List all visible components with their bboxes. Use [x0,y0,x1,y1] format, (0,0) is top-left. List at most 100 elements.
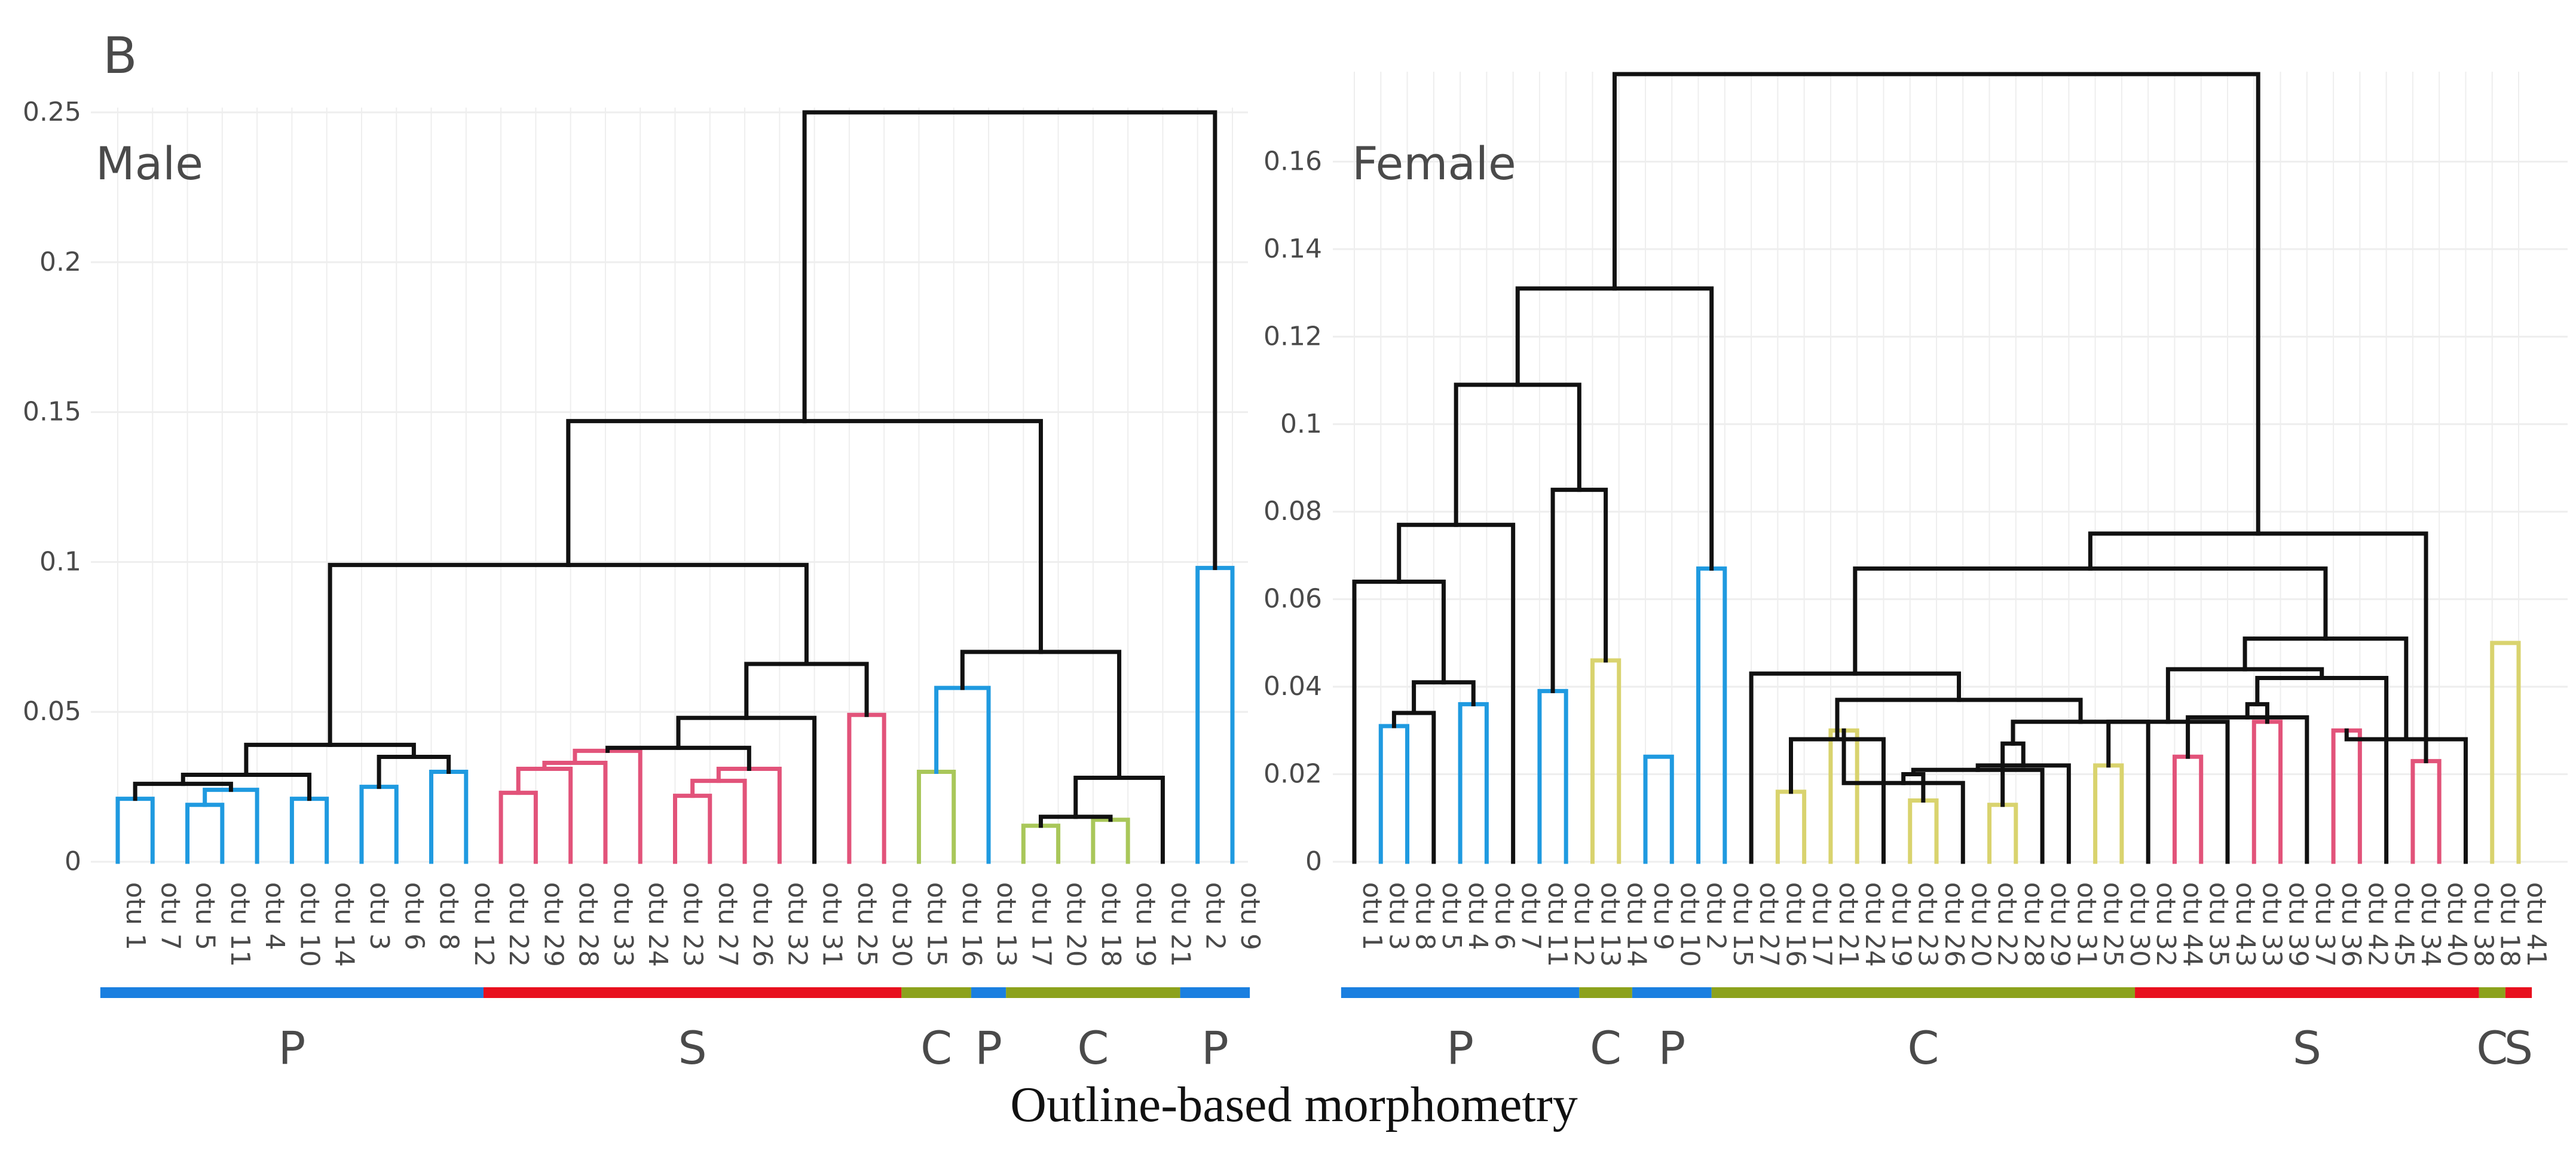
male-leaf-label: otu 5 [190,882,221,950]
male-group-label: C [920,1021,952,1075]
male-dendrogram-link [244,742,416,777]
male-dendrogram-link [115,797,155,864]
female-dendrogram-link [1391,711,1436,864]
female-leaf-label: otu 12 [1568,882,1599,967]
female-group-bar-C [2479,987,2505,998]
female-group-label: C [1590,1021,1622,1075]
female-leaf-label: otu 1 [1357,882,1387,950]
male-leaf-label: otu 11 [225,882,255,967]
female-dendrogram-link [1397,522,1516,864]
female-dendrogram-link [1378,724,1410,864]
male-leaf-label: otu 9 [1235,882,1265,950]
female-group-bar-S [2505,987,2532,998]
female-y-tick-label: 0 [1305,846,1322,877]
female-leaf-label: otu 35 [2204,882,2234,967]
male-group-label: P [1201,1021,1229,1075]
female-leaf-label: otu 21 [1833,882,1864,967]
female-dendrogram-link [2093,763,2124,864]
female-leaf-label: otu 32 [2150,882,2181,967]
female-dendrogram-link [2490,641,2521,864]
female-dendrogram-link [2106,720,2230,864]
female-group-label: P [1446,1021,1474,1075]
female-leaf-label: otu 2 [1701,882,1731,950]
female-leaf-label: otu 30 [2124,882,2155,967]
male-leaf-label: otu 18 [1096,882,1126,967]
female-y-tick-label: 0.06 [1263,584,1322,614]
male-group-bar-C [901,987,971,998]
female-dendrogram-link [1987,803,2018,864]
male-dendrogram-link [847,712,886,864]
female-leaf-label: otu 27 [1754,882,1784,967]
male-group-bar-P [1180,987,1250,998]
female-leaf-label: otu 16 [1780,882,1810,967]
panel-letter: B [103,26,137,85]
male-leaf-label: otu 23 [678,882,708,967]
male-leaf-label: otu 17 [1026,882,1056,967]
female-leaf-label: otu 3 [1383,882,1414,950]
female-leaf-label: otu 37 [2309,882,2340,967]
female-dendrogram-link [1901,772,1926,803]
female-dendrogram-link [1352,579,1446,864]
female-leaf-label: otu 18 [2495,882,2525,967]
male-dendrogram-link [542,760,608,864]
female-group-bar-P [1341,987,1580,998]
male-dendrogram-link [429,770,469,864]
female-dendrogram-link [1775,789,1807,864]
male-y-tick-label: 0.1 [39,546,81,577]
male-leaf-label: otu 33 [608,882,638,967]
female-dendrogram-link [1458,702,1489,864]
male-dendrogram-link [359,785,399,864]
female-y-tick-label: 0.14 [1263,234,1322,264]
female-dendrogram-link [2172,754,2204,864]
male-group-label: P [975,1021,1002,1075]
male-dendrogram-link [289,797,329,864]
male-leaf-label: otu 27 [712,882,743,967]
female-group-label: C [2476,1021,2508,1075]
female-y-tick-label: 0.1 [1280,409,1322,439]
female-leaf-label: otu 14 [1622,882,1652,967]
male-dendrogram-link [180,773,312,801]
female-leaf-label: otu 20 [1965,882,1996,967]
female-dendrogram-link [2251,720,2283,864]
female-dendrogram-link [1515,286,1714,571]
female-leaf-label: otu 7 [1516,882,1546,950]
male-leaf-label: otu 30 [886,882,917,967]
male-leaf-label: otu 22 [503,882,534,967]
female-group-label: P [1658,1021,1685,1075]
female-dendrogram-link [1643,754,1674,864]
female-y-tick-label: 0.08 [1263,496,1322,526]
female-leaf-label: otu 8 [1410,882,1440,950]
male-leaf-label: otu 14 [329,882,360,967]
male-leaf-label: otu 24 [643,882,673,967]
male-leaf-label: otu 20 [1061,882,1091,967]
female-leaf-label: otu 45 [2389,882,2419,967]
female-dendrogram-link [2255,675,2389,864]
female-dendrogram-link [1853,566,2328,676]
female-leaf-label: otu 33 [2256,882,2287,967]
female-leaf-label: otu 44 [2177,882,2207,967]
male-y-tick-label: 0 [65,846,81,877]
female-dendrogram-link [1590,658,1622,864]
female-dendrogram-link [1841,728,1965,864]
male-dendrogram-panel: 00.050.10.150.20.25 otu 1 otu 7 otu 5 otu 1… [23,97,1265,1075]
male-leaf-label: otu 2 [1200,882,1231,950]
female-leaf-label: otu 41 [2521,882,2551,967]
female-y-tick-label: 0.12 [1263,321,1322,351]
male-dendrogram-link [960,650,1122,780]
male-leaf-label: otu 8 [434,882,464,950]
male-group-label: S [678,1021,707,1075]
female-dendrogram-link [1537,688,1568,864]
male-leaf-label: otu 29 [538,882,568,967]
female-dendrogram-link [1696,566,1727,864]
female-leaf-label: otu 19 [1886,882,1916,967]
female-dendrogram-link [2344,728,2468,864]
male-y-tick-label: 0.05 [23,696,81,727]
female-leaf-label: otu 13 [1595,882,1625,967]
female-y-tick-label: 0.16 [1263,146,1322,176]
female-dendrogram-link [1908,798,1939,864]
female-leaf-label: otu 43 [2230,882,2260,967]
male-leaf-label: otu 21 [1165,882,1195,967]
male-group-bar-S [483,987,902,998]
male-leaf-label: otu 13 [991,882,1021,967]
